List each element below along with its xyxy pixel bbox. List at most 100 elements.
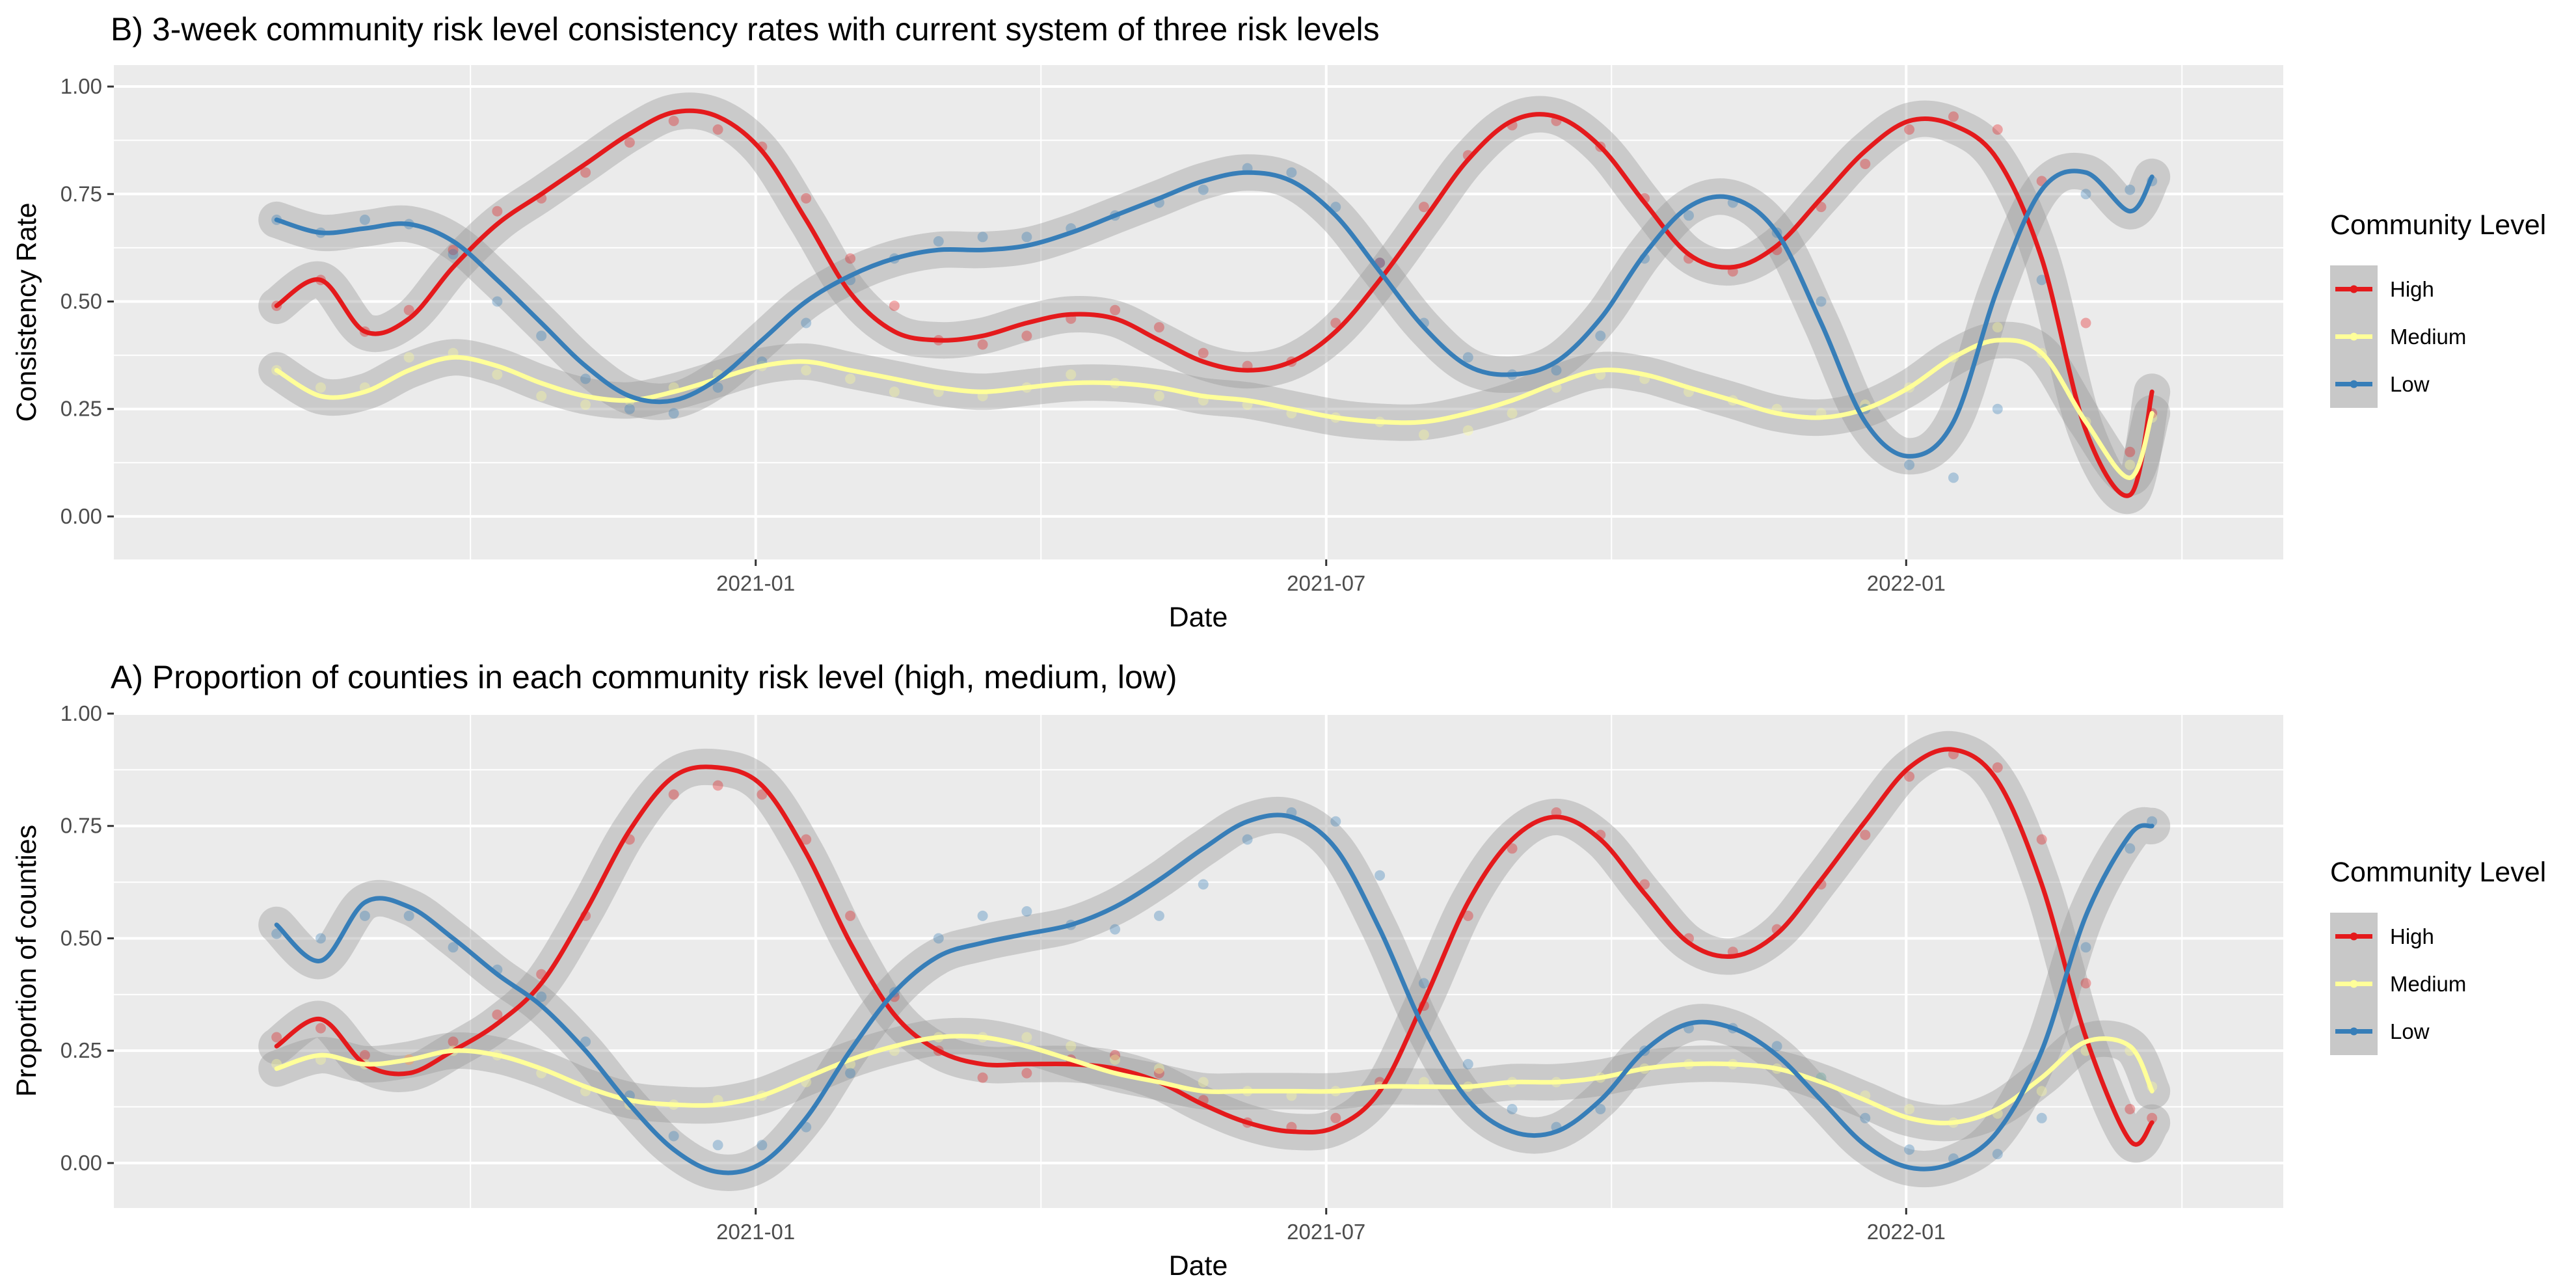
data-point	[1948, 472, 1959, 483]
data-point	[2125, 459, 2136, 470]
points-high	[271, 111, 2158, 457]
data-point	[1462, 1058, 1473, 1069]
data-point	[580, 399, 591, 410]
data-point	[1021, 1032, 1032, 1043]
data-point	[1551, 365, 1562, 376]
data-point	[801, 193, 812, 204]
data-point	[492, 369, 503, 380]
data-point	[933, 236, 944, 247]
legend-label-medium: Medium	[2390, 325, 2466, 349]
data-point	[757, 789, 768, 800]
data-layer	[258, 731, 2171, 1191]
legend-label-high: High	[2390, 277, 2434, 301]
data-point	[2080, 942, 2091, 953]
data-point	[624, 403, 635, 414]
data-point	[2125, 446, 2136, 457]
data-point	[712, 124, 723, 135]
data-point	[2125, 1104, 2136, 1114]
data-point	[1198, 879, 1209, 890]
data-point	[359, 1050, 370, 1061]
data-point	[1110, 924, 1121, 935]
plot-panel-background	[114, 65, 2283, 559]
data-point	[845, 910, 856, 921]
x-tick-label: 2022-01	[1867, 571, 1946, 595]
data-point	[580, 167, 591, 178]
chart-panel-2: A) Proportion of counties in each commun…	[11, 659, 2546, 1281]
data-point	[1507, 1104, 1518, 1114]
trend-line-low	[274, 168, 2154, 459]
data-point	[315, 1023, 326, 1034]
data-point	[1153, 322, 1164, 333]
y-tick-label: 1.00	[60, 74, 102, 98]
data-point	[1418, 429, 1429, 440]
data-point	[359, 214, 370, 225]
data-point	[2080, 317, 2091, 329]
data-point	[1021, 232, 1032, 243]
data-point	[315, 933, 326, 944]
data-point	[2036, 1086, 2047, 1097]
data-point	[1153, 1063, 1164, 1074]
data-point	[492, 296, 503, 307]
data-point	[1595, 1104, 1606, 1114]
plot-panel-background	[114, 714, 2283, 1208]
data-point	[1110, 1054, 1121, 1065]
data-point	[1595, 330, 1606, 342]
x-tick-label: 2021-07	[1287, 1220, 1365, 1244]
data-point	[2125, 843, 2136, 854]
data-point	[1816, 296, 1827, 307]
data-point	[536, 991, 547, 1002]
trend-line-medium	[274, 1034, 2154, 1125]
data-point	[1860, 1112, 1871, 1123]
data-point	[536, 330, 547, 342]
data-point	[2036, 275, 2047, 286]
data-point	[2036, 834, 2047, 845]
data-point	[448, 942, 459, 953]
data-point	[1904, 124, 1915, 135]
data-point	[448, 1036, 459, 1047]
data-point	[1242, 834, 1253, 845]
data-point	[1992, 1149, 2003, 1160]
data-point	[1507, 843, 1518, 854]
points-high	[271, 749, 2158, 1133]
data-point	[1066, 369, 1077, 380]
data-point	[668, 408, 679, 419]
data-point	[1198, 184, 1209, 195]
data-point	[1153, 910, 1164, 921]
data-point	[580, 1036, 591, 1047]
legend-label-medium: Medium	[2390, 972, 2466, 996]
data-point	[1771, 1041, 1782, 1052]
data-point	[2125, 184, 2136, 195]
data-point	[889, 386, 900, 397]
data-layer	[258, 92, 2171, 514]
data-point	[845, 253, 856, 264]
x-tick-label: 2021-01	[716, 1220, 795, 1244]
data-point	[624, 137, 635, 148]
data-point	[1860, 829, 1871, 840]
legend-title: Community Level	[2330, 209, 2546, 241]
y-tick-label: 0.00	[60, 1151, 102, 1175]
data-point	[359, 910, 370, 921]
data-point	[492, 1009, 503, 1020]
data-point	[1904, 771, 1915, 782]
points-low	[271, 807, 2158, 1164]
data-point	[1860, 159, 1871, 169]
chart-title: B) 3-week community risk level consisten…	[111, 11, 1380, 47]
data-point	[2036, 1112, 2047, 1123]
data-point	[1904, 459, 1915, 470]
x-axis-title: Date	[1169, 602, 1228, 633]
data-point	[1375, 870, 1386, 881]
legend-key-point	[2350, 1027, 2358, 1036]
trend-line-high	[274, 747, 2154, 1147]
data-point	[1462, 910, 1473, 921]
legend-key-point	[2350, 285, 2358, 293]
data-point	[1330, 816, 1341, 827]
data-point	[977, 339, 988, 350]
legend-key-point	[2350, 932, 2358, 941]
y-axis-title: Proportion of counties	[11, 825, 42, 1097]
data-point	[1153, 1067, 1164, 1079]
y-tick-label: 1.00	[60, 701, 102, 725]
y-tick-label: 0.25	[60, 1038, 102, 1062]
y-tick-label: 0.00	[60, 504, 102, 528]
data-point	[1992, 762, 2003, 773]
data-point	[1198, 1077, 1209, 1088]
